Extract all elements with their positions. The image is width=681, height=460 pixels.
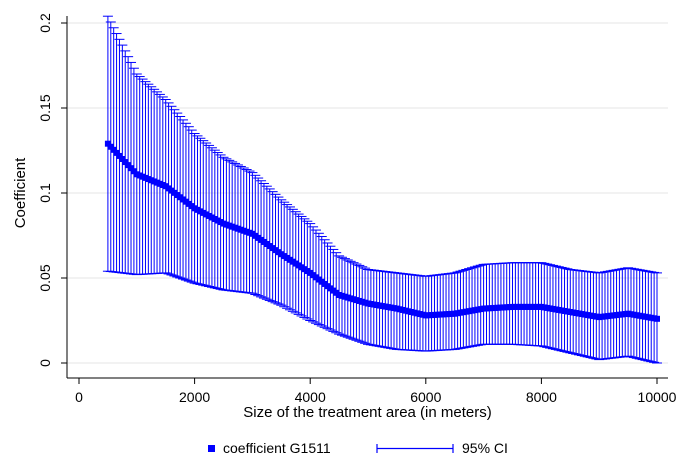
coefficient-point-2	[110, 146, 117, 153]
x-tick-label-4: 8000	[526, 389, 557, 405]
coefficient-point-6	[122, 159, 129, 166]
y-tick-label-1: 0.05	[37, 264, 53, 291]
legend-label-coefficient: coefficient G1511	[223, 440, 331, 456]
y-axis-title: Coefficient	[12, 157, 29, 228]
legend: coefficient G1511 95% CI	[208, 440, 508, 456]
coefficient-point-9	[130, 168, 137, 175]
coefficient-point-0	[104, 140, 111, 147]
coefficient-point-7	[125, 162, 132, 169]
coefficient-point-3	[113, 149, 120, 156]
coefficient-points	[104, 140, 660, 322]
coefficient-point-190	[654, 315, 660, 322]
legend-label-ci: 95% CI	[462, 440, 508, 456]
x-axis-ticks: 0 2000 4000 6000 8000 10000	[75, 378, 677, 405]
coefficient-point-1	[107, 143, 114, 150]
x-tick-label-0: 0	[75, 389, 83, 405]
axes	[66, 16, 668, 379]
y-tick-label-4: 0.2	[37, 13, 53, 33]
legend-marker-coefficient	[208, 445, 215, 452]
x-axis-title: Size of the treatment area (in meters)	[243, 404, 491, 421]
coefficient-point-4	[116, 152, 123, 159]
x-tick-label-5: 10000	[638, 389, 677, 405]
y-axis-ticks: 0 0.05 0.1 0.15 0.2	[37, 13, 67, 367]
x-tick-label-1: 2000	[179, 389, 210, 405]
x-tick-label-3: 6000	[410, 389, 441, 405]
y-tick-label-2: 0.1	[37, 183, 53, 203]
coefficient-point-5	[119, 156, 126, 162]
x-tick-label-2: 4000	[295, 389, 326, 405]
y-tick-label-3: 0.15	[37, 94, 53, 121]
y-tick-label-0: 0	[37, 359, 53, 367]
coefficient-point-8	[128, 165, 135, 172]
